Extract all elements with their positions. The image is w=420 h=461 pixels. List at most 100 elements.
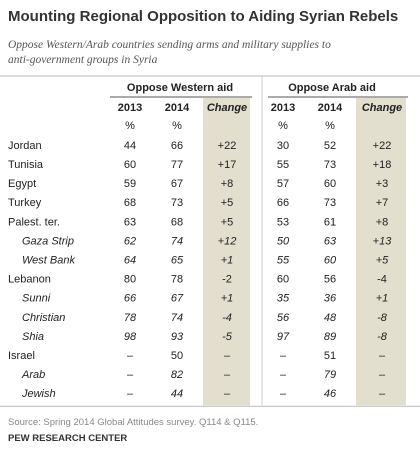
row-label: Egypt: [8, 178, 36, 190]
cell: 74: [171, 312, 183, 324]
cell: 66: [277, 197, 289, 209]
column-header: Change: [207, 102, 247, 114]
cell: –: [224, 350, 231, 362]
cell: -2: [222, 274, 232, 286]
cell: 62: [124, 235, 136, 247]
group-header: Oppose Western aid: [127, 82, 233, 94]
cell: 60: [324, 178, 336, 190]
cell: 98: [124, 331, 137, 343]
cell: +1: [376, 293, 389, 305]
cell: 68: [171, 216, 183, 228]
subtitle: Oppose Western/Arab countries sending ar…: [8, 39, 331, 66]
cell: +8: [221, 178, 234, 190]
cell: 66: [124, 293, 137, 305]
cell: 63: [124, 216, 136, 228]
row-label: Jewish: [21, 388, 56, 400]
cell: +5: [221, 197, 234, 209]
cell: –: [279, 369, 287, 381]
cell: 44: [171, 388, 183, 400]
change-band: [356, 98, 406, 406]
cell: –: [379, 350, 386, 362]
cell: 65: [171, 255, 184, 267]
row-label: West Bank: [22, 255, 75, 267]
cell: 55: [277, 255, 290, 267]
cell: 61: [324, 216, 336, 228]
row-label: Arab: [21, 369, 45, 381]
cell: 93: [171, 331, 184, 343]
row-label: Palest. ter.: [8, 216, 60, 228]
footer: PEW RESEARCH CENTER: [8, 433, 127, 444]
column-header: Change: [362, 102, 402, 114]
cell: –: [223, 388, 231, 400]
cell: 77: [171, 159, 183, 171]
unit: %: [325, 120, 335, 132]
unit: %: [172, 120, 182, 132]
cell: –: [280, 350, 287, 362]
cell: 56: [324, 274, 336, 286]
cell: 60: [124, 159, 136, 171]
cell: -8: [377, 331, 388, 343]
cell: +17: [218, 159, 237, 171]
cell: +7: [376, 197, 389, 209]
title: Mounting Regional Opposition to Aiding S…: [8, 8, 398, 25]
cell: 57: [277, 178, 289, 190]
cell: 36: [324, 293, 337, 305]
row-label: Israel: [8, 350, 35, 362]
cell: +1: [221, 293, 234, 305]
cell: 82: [171, 369, 183, 381]
group-header: Oppose Arab aid: [288, 82, 376, 94]
column-header: 2013: [118, 102, 142, 114]
cell: 51: [324, 350, 336, 362]
cell: –: [378, 388, 386, 400]
cell: –: [126, 388, 134, 400]
cell: +3: [376, 178, 389, 190]
cell: 64: [124, 255, 136, 267]
cell: 73: [324, 159, 336, 171]
cell: +5: [376, 255, 389, 267]
cell: –: [223, 369, 231, 381]
cell: +18: [373, 159, 392, 171]
cell: 30: [277, 140, 289, 152]
cell: -4: [222, 312, 232, 324]
column-header: 2014: [318, 102, 343, 114]
cell: 48: [324, 312, 337, 324]
cell: +22: [373, 140, 392, 152]
row-label: Shia: [22, 331, 44, 343]
cell: 60: [277, 274, 289, 286]
cell: 56: [277, 312, 290, 324]
cell: –: [126, 369, 134, 381]
cell: -8: [377, 312, 388, 324]
row-label: Lebanon: [8, 274, 51, 286]
cell: 50: [171, 350, 183, 362]
cell: –: [378, 369, 386, 381]
row-label: Gaza Strip: [22, 235, 74, 247]
cell: 53: [277, 216, 289, 228]
cell: +12: [218, 235, 237, 247]
row-label: Christian: [22, 312, 65, 324]
cell: +8: [376, 216, 389, 228]
row-label: Tunisia: [8, 159, 44, 171]
cell: +22: [218, 140, 237, 152]
cell: –: [127, 350, 134, 362]
cell: 35: [277, 293, 290, 305]
cell: –: [279, 388, 287, 400]
cell: 97: [277, 331, 290, 343]
change-band: [203, 98, 250, 406]
cell: -5: [222, 331, 233, 343]
cell: 78: [124, 312, 137, 324]
cell: 80: [124, 274, 136, 286]
unit: %: [278, 120, 288, 132]
cell: 67: [171, 178, 183, 190]
cell: 60: [324, 255, 337, 267]
row-label: Turkey: [8, 197, 42, 209]
cell: 89: [324, 331, 336, 343]
cell: 78: [171, 274, 183, 286]
source: Source: Spring 2014 Global Attitudes sur…: [8, 417, 258, 428]
unit: %: [125, 120, 135, 132]
cell: 63: [324, 235, 337, 247]
cell: 67: [171, 293, 184, 305]
row-label: Jordan: [8, 140, 42, 152]
column-header: 2013: [271, 102, 295, 114]
cell: +13: [373, 235, 393, 247]
